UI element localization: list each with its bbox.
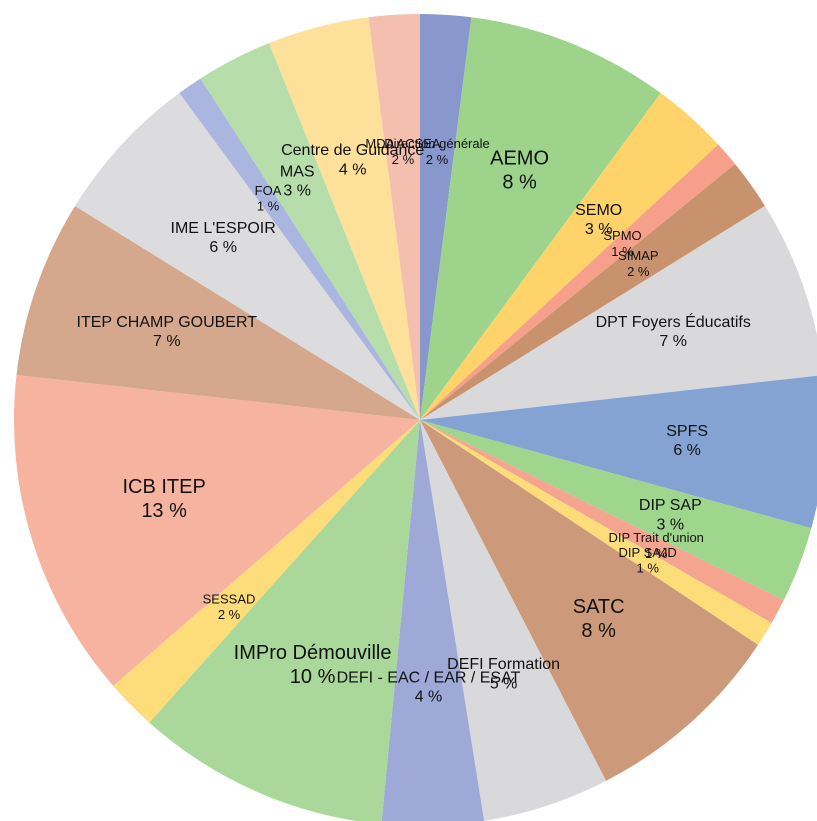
slice-label: FOA [255,183,282,198]
slice-value-label: 10 % [290,666,336,688]
slice-value-label: 1 % [611,244,634,259]
slice-label: DIP SAJD [619,545,677,560]
slice-value-label: 8 % [502,172,537,194]
slice-label: ITEP CHAMP GOUBERT [77,314,258,331]
pie-slice [368,14,420,420]
pie-slice [420,17,661,420]
pie-slice [381,420,485,821]
pie-slice [149,420,420,821]
slice-value-label: 13 % [141,500,187,522]
slice-value-label: 4 % [415,689,443,706]
slice-label: DIP SAP [639,497,702,514]
pie-slice [13,374,421,686]
slice-label: SPMO [603,228,641,243]
slice-value-label: 2 % [627,264,650,279]
slice-label: MAS [280,163,315,180]
pie-slice [75,93,420,420]
slice-label: AEMO [490,148,549,170]
slice-value-label: 3 % [585,221,613,238]
slice-label: Centre de Guidance [281,142,424,159]
pie-slice [420,420,812,601]
pie-slice [420,14,472,420]
slice-value-label: 5 % [490,675,518,692]
slice-value-label: 6 % [209,239,237,256]
slice-label: DEFI - EAC / EAR / ESAT [337,669,521,686]
pie-slice [420,144,736,420]
slice-value-label: 2 % [218,607,241,622]
slice-value-label: 8 % [581,620,616,642]
slice-label: SEMO [575,202,622,219]
slice-label: MDA ACSEA [365,136,440,151]
slice-value-label: 3 % [657,516,685,533]
slice-label: IMPro Démouville [234,642,392,664]
slice-value-label: 1 % [257,199,280,214]
slice-label: Direction générale [384,136,490,151]
slice-value-label: 1 % [645,546,668,561]
slice-label: ICB ITEP [122,476,205,498]
pie-slice [200,43,420,421]
pie-slice [420,420,759,781]
pie-slice [420,93,719,420]
pie-slice [269,17,420,420]
pie-slice [420,375,817,529]
slice-label: IME L'ESPOIR [171,220,276,237]
slice-label: SESSAD [203,592,256,607]
slice-label: DPT Foyers Éducatifs [596,312,751,331]
pie-slice [420,420,607,821]
pie-slice [179,78,420,421]
slice-label: DEFI Formation [447,656,560,673]
slice-value-label: 4 % [339,161,367,178]
pie-slice [420,205,817,420]
slice-label: DIP Trait d'union [608,530,703,545]
slice-value-label: 6 % [673,442,701,459]
pie-slice [113,420,420,723]
pie-slice [420,420,772,645]
slice-value-label: 7 % [659,333,687,350]
pie-slice [420,420,784,623]
pie-slice [420,163,765,421]
slice-label: SATC [573,596,625,618]
slice-label: SIMAP [618,248,658,263]
pie-slice [16,205,420,420]
slice-label: SPFS [666,423,708,440]
slice-value-label: 2 % [426,152,449,167]
slice-value-label: 2 % [392,152,415,167]
slice-value-label: 7 % [153,333,181,350]
slice-value-label: 1 % [636,561,659,576]
slice-value-label: 3 % [283,183,311,200]
